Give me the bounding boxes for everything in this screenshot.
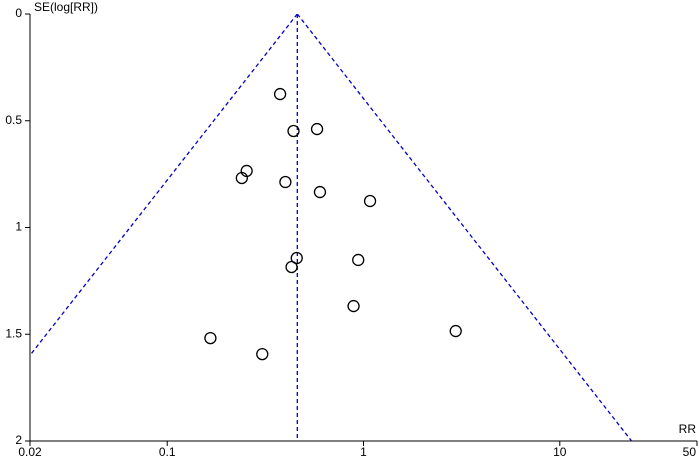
funnel-line [30, 14, 298, 357]
study-point [287, 124, 300, 138]
study-point [279, 175, 292, 189]
study-point [256, 347, 269, 361]
y-tick-label: 0.5 [5, 113, 22, 127]
y-tick-label: 1 [15, 220, 22, 234]
study-point [363, 194, 377, 208]
x-tick-label: 0.02 [18, 445, 42, 459]
funnel-line [296, 14, 633, 441]
y-tick-label: 1.5 [5, 326, 22, 340]
plot-area [30, 14, 633, 441]
study-point [204, 331, 217, 345]
study-point [347, 299, 360, 313]
y-axis-label: SE(log[RR]) [34, 0, 98, 14]
study-point [310, 122, 324, 136]
y-tick-label: 2 [15, 433, 22, 447]
study-point [290, 251, 303, 265]
y-tick-label: 0 [15, 6, 22, 20]
x-tick-label: 0.1 [159, 445, 176, 459]
x-tick-label: 50 [683, 445, 697, 459]
x-tick-label: 1 [360, 445, 367, 459]
x-tick-label: 10 [553, 445, 567, 459]
x-axis-label: RR [679, 422, 697, 436]
study-point [235, 171, 248, 185]
study-point [449, 324, 462, 338]
study-point [313, 185, 327, 199]
study-point [273, 87, 287, 101]
study-point [352, 253, 365, 267]
study-point [285, 260, 298, 274]
